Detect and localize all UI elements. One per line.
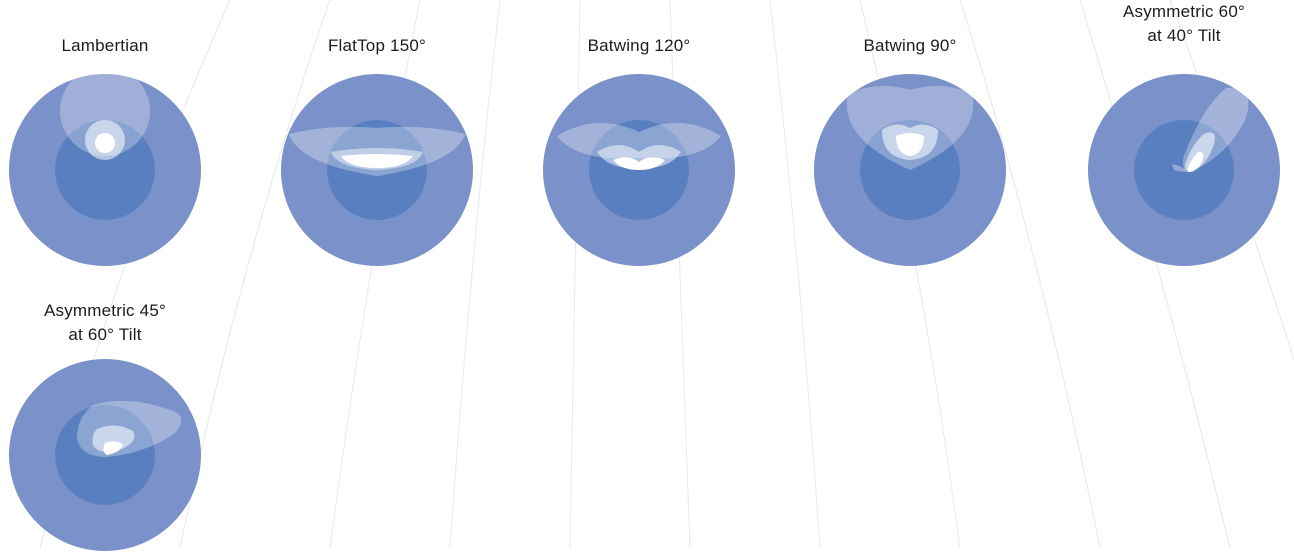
beam-hotspot <box>896 133 924 156</box>
beam-disc <box>1088 74 1280 266</box>
diagram-label: Batwing 120° <box>587 36 691 55</box>
diagram-label: FlatTop 150° <box>327 36 427 55</box>
diagram-label: Batwing 90° <box>863 36 957 55</box>
beam-hotspot <box>341 154 413 168</box>
beam-disc <box>814 74 1006 266</box>
beam-hotspot <box>103 441 123 455</box>
beam-hotspot <box>613 157 665 170</box>
beam-hotspot <box>1187 151 1204 172</box>
beam-disc <box>9 72 201 266</box>
diagram-label: Lambertian <box>61 36 149 55</box>
beam-cone <box>289 126 465 176</box>
beam-disc <box>543 74 735 266</box>
beam-cone <box>846 85 974 170</box>
diagram-label: Asymmetric 60° at 40° Tilt <box>1122 2 1245 45</box>
beam-disc <box>281 74 473 266</box>
beam-hotspot <box>95 133 115 153</box>
beam-cone <box>60 72 150 156</box>
beam-cone <box>557 122 721 159</box>
inner-disc <box>55 120 155 220</box>
beam-disc <box>9 359 201 551</box>
beam-core <box>92 425 135 453</box>
diagram-label: Asymmetric 45° at 60° Tilt <box>43 301 166 344</box>
